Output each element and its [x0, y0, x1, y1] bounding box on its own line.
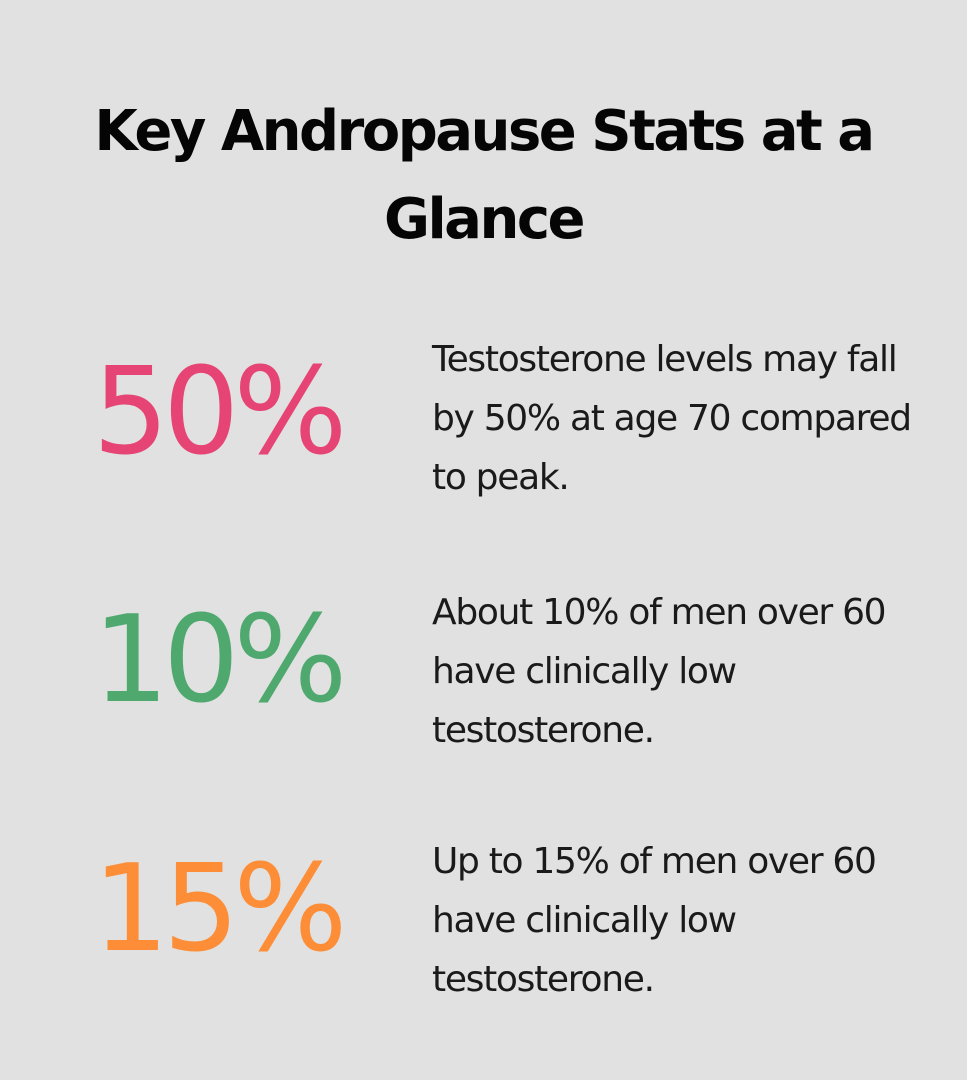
stat-item-3: 15% Up to 15% of men over 60 have clinic…	[0, 820, 967, 1000]
stat-value: 15%	[92, 840, 348, 979]
stat-value: 50%	[92, 343, 348, 482]
stat-description: Up to 15% of men over 60 have clinically…	[432, 841, 877, 1000]
stat-value: 10%	[92, 591, 348, 730]
stat-description: Testosterone levels may fall by 50% at a…	[432, 339, 912, 498]
page-title: Key Andropause Stats at a Glance	[94, 99, 875, 252]
stat-item-1: 50% Testosterone levels may fall by 50% …	[0, 323, 967, 503]
stat-item-2: 10% About 10% of men over 60 have clinic…	[0, 571, 967, 751]
stat-description: About 10% of men over 60 have clinically…	[432, 592, 887, 751]
